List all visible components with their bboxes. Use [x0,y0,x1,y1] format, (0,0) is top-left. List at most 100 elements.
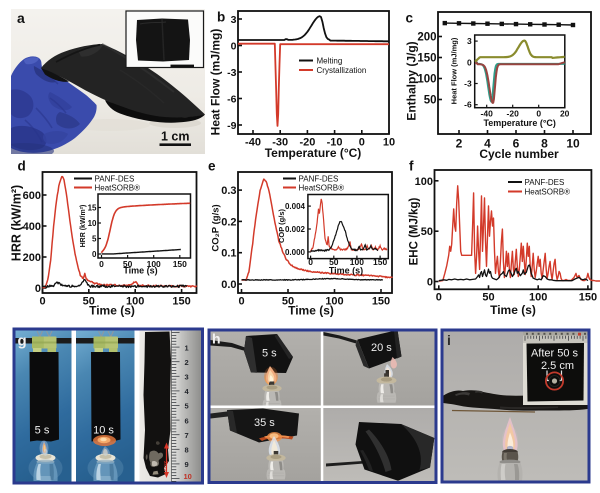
svg-text:3: 3 [231,14,237,26]
svg-text:50: 50 [424,95,437,107]
svg-text:150: 150 [172,296,190,308]
svg-text:0: 0 [238,296,244,308]
svg-text:HeatSORB®: HeatSORB® [95,184,141,193]
svg-text:200: 200 [23,252,41,264]
svg-text:0: 0 [39,296,45,308]
svg-text:-40: -40 [481,109,494,119]
svg-text:c: c [406,11,414,26]
svg-text:a: a [17,10,25,26]
svg-text:3: 3 [467,36,472,46]
svg-text:600: 600 [23,190,41,202]
svg-text:100: 100 [350,257,364,267]
svg-text:Time (s): Time (s) [89,304,135,318]
svg-text:Heat Flow (mJ/mg): Heat Flow (mJ/mg) [450,37,459,104]
svg-text:0.2: 0.2 [221,216,236,228]
svg-text:-3: -3 [227,67,236,79]
svg-text:0: 0 [35,283,41,295]
svg-text:0.0: 0.0 [221,279,236,291]
svg-text:HRR (kW/m²): HRR (kW/m²) [9,185,23,261]
svg-text:10: 10 [88,219,97,228]
svg-text:100: 100 [126,296,144,308]
svg-text:g: g [18,333,27,350]
svg-text:50: 50 [421,226,433,238]
svg-text:Time (s): Time (s) [288,304,334,318]
svg-text:Heat Flow (mJ/mg): Heat Flow (mJ/mg) [209,29,223,136]
svg-text:35 s: 35 s [254,417,275,429]
svg-text:6: 6 [513,137,520,151]
svg-text:COP (g/s): COP (g/s) [277,208,286,243]
svg-text:Temperature (°C): Temperature (°C) [483,118,555,128]
svg-text:After 50 s: After 50 s [531,348,579,360]
svg-text:0.000: 0.000 [285,248,306,257]
svg-text:150: 150 [373,257,387,267]
svg-text:Time (s): Time (s) [329,266,363,276]
svg-text:0.1: 0.1 [221,248,236,260]
svg-text:15: 15 [88,204,97,213]
svg-text:PANF-DES: PANF-DES [299,175,339,184]
svg-text:HeatSORB®: HeatSORB® [525,188,571,197]
svg-text:Cycle number: Cycle number [479,147,559,161]
svg-text:10: 10 [184,472,192,481]
svg-text:50: 50 [482,292,494,304]
svg-text:0: 0 [427,277,433,289]
svg-text:-6: -6 [227,93,236,105]
svg-text:3: 3 [185,373,189,382]
svg-text:0.004: 0.004 [285,202,306,211]
svg-text:8: 8 [541,137,548,151]
svg-text:-20: -20 [507,109,520,119]
svg-text:5 s: 5 s [262,348,277,360]
svg-text:Time (s): Time (s) [123,266,157,276]
svg-text:20: 20 [560,109,570,119]
svg-text:PANF-DES: PANF-DES [95,175,135,184]
svg-text:-10: -10 [327,137,343,149]
svg-text:-3: -3 [464,79,472,89]
svg-text:20 s: 20 s [371,342,392,354]
svg-text:4: 4 [484,137,491,151]
svg-text:Melting: Melting [317,57,343,66]
svg-text:200: 200 [417,32,436,44]
svg-text:Time (s): Time (s) [490,303,536,317]
svg-text:2: 2 [185,358,189,367]
svg-text:4: 4 [185,387,190,396]
svg-text:100: 100 [529,292,547,304]
svg-text:50: 50 [123,259,133,269]
svg-text:50: 50 [83,296,95,308]
svg-text:150: 150 [417,53,436,65]
svg-text:EHC (MJ/kg): EHC (MJ/kg) [409,197,421,265]
svg-text:5 s: 5 s [35,425,50,437]
svg-text:0: 0 [436,292,442,304]
svg-text:e: e [208,159,216,174]
svg-text:1 cm: 1 cm [161,130,190,144]
svg-text:CO₂P (g/s): CO₂P (g/s) [211,204,222,251]
svg-text:0.002: 0.002 [285,225,306,234]
svg-text:Enthalpy (J/g): Enthalpy (J/g) [405,41,419,120]
svg-text:400: 400 [23,221,41,233]
svg-text:150: 150 [372,296,390,308]
svg-text:0: 0 [536,109,541,119]
svg-text:0.3: 0.3 [221,185,236,197]
svg-text:50: 50 [282,296,294,308]
svg-text:5: 5 [92,235,97,244]
svg-text:150: 150 [173,259,187,269]
svg-text:9: 9 [185,460,189,469]
svg-text:-20: -20 [299,137,315,149]
svg-text:Crystallization: Crystallization [317,66,367,75]
svg-text:0: 0 [359,137,365,149]
svg-text:b: b [217,10,225,25]
svg-text:100: 100 [417,74,436,86]
svg-text:100: 100 [147,259,161,269]
svg-text:2: 2 [456,137,463,151]
svg-text:f: f [409,159,414,174]
svg-text:150: 150 [579,292,597,304]
svg-text:8: 8 [185,446,189,455]
svg-text:0: 0 [467,57,472,67]
svg-text:0: 0 [92,250,97,259]
svg-text:-30: -30 [272,137,288,149]
svg-text:2.5 cm: 2.5 cm [541,360,574,372]
svg-text:5: 5 [185,402,189,411]
svg-text:d: d [18,159,26,174]
svg-text:0: 0 [308,257,313,267]
svg-text:-40: -40 [245,137,261,149]
svg-text:6: 6 [185,416,189,425]
svg-text:0: 0 [231,40,237,52]
